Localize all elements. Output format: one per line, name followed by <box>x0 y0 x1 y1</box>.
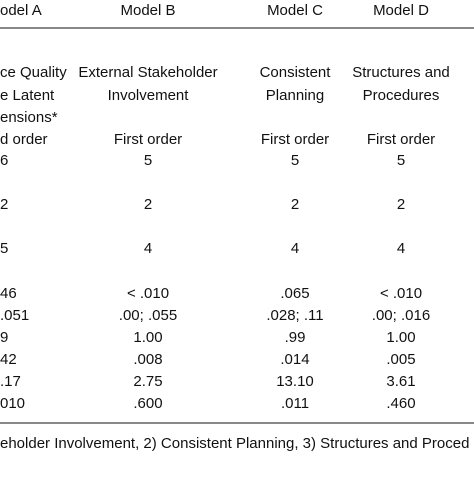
footnote: eholder Involvement, 2) Consistent Plann… <box>0 435 469 452</box>
cell: 2 <box>144 196 152 213</box>
cell: .028; .11 <box>266 307 323 324</box>
cell: ensions* <box>0 109 58 126</box>
cell: .014 <box>280 351 309 368</box>
cell: .460 <box>386 395 415 412</box>
cell: First order <box>261 131 329 148</box>
cell: 4 <box>397 240 405 257</box>
cell: 2 <box>291 196 299 213</box>
cell: .065 <box>280 285 309 302</box>
cell: Planning <box>266 87 324 104</box>
cell: 5 <box>144 152 152 169</box>
cell: .00; .016 <box>372 307 430 324</box>
cell: Consistent <box>260 64 332 81</box>
cell: < .010 <box>127 285 169 302</box>
cell: Procedures <box>363 87 440 104</box>
cell: Involvement <box>108 87 190 104</box>
cell: 6 <box>0 152 8 169</box>
cell: 5 <box>0 240 8 257</box>
cell: d order <box>0 131 48 148</box>
cell: 4 <box>144 240 152 257</box>
cell: .051 <box>0 307 29 324</box>
cell: 42 <box>0 351 17 368</box>
cell: 5 <box>291 152 299 169</box>
cell: e Latent <box>0 87 55 104</box>
cell: .600 <box>133 395 162 412</box>
cell: .00; .055 <box>119 307 177 324</box>
cell: First order <box>114 131 182 148</box>
cell: < .010 <box>380 285 422 302</box>
column-header: Model D <box>373 2 429 19</box>
cell: 9 <box>0 329 8 346</box>
cell: .99 <box>285 329 306 346</box>
cell: 4 <box>291 240 299 257</box>
cell: 2 <box>397 196 405 213</box>
cell: 010 <box>0 395 25 412</box>
cell: 46 <box>0 285 17 302</box>
cell: 2.75 <box>133 373 162 390</box>
cell: .011 <box>281 395 309 412</box>
cell: 13.10 <box>276 373 314 390</box>
cell: 3.61 <box>386 373 415 390</box>
cell: .17 <box>0 373 21 390</box>
column-header: Model C <box>267 2 323 19</box>
cell: External Stakeholder <box>78 64 217 81</box>
cell: 1.00 <box>133 329 162 346</box>
cell: .005 <box>386 351 415 368</box>
column-header: Model B <box>120 2 175 19</box>
cell: .008 <box>133 351 162 368</box>
cell: 2 <box>0 196 8 213</box>
cell: 5 <box>397 152 405 169</box>
column-header: odel A <box>0 2 42 19</box>
cell: 1.00 <box>386 329 415 346</box>
cell: ce Quality <box>0 64 67 81</box>
cell: Structures and <box>352 64 450 81</box>
cell: First order <box>367 131 435 148</box>
